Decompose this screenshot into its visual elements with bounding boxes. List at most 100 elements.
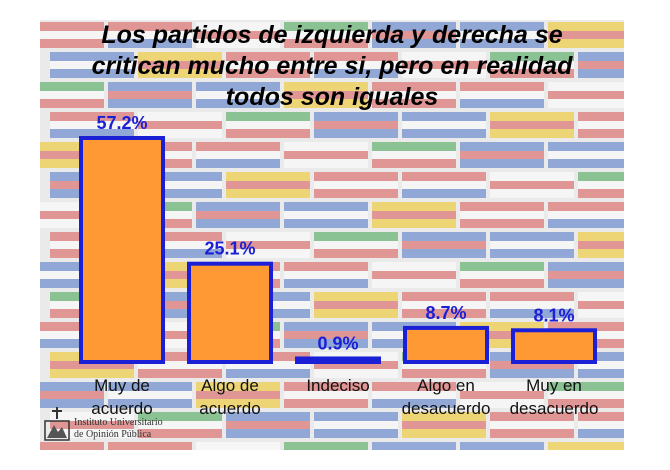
flag-tile [138, 292, 222, 318]
category-label-4-line-2: desacuerdo [402, 399, 491, 418]
flag-tile [138, 232, 222, 258]
flag-tile [108, 22, 192, 48]
value-label-5: 8.1% [533, 305, 574, 325]
bar-5 [511, 328, 597, 365]
flag-tile [50, 52, 134, 78]
flag-tile [40, 322, 104, 348]
flag-tile [460, 442, 544, 450]
category-label-3-line-1: Indeciso [306, 376, 369, 395]
flag-tile [40, 262, 104, 288]
flag-tile [490, 292, 574, 318]
category-label-4-line-1: Algo en [417, 376, 475, 395]
flag-tile [108, 442, 192, 450]
flag-tile [196, 82, 280, 108]
value-label-2: 25.1% [204, 239, 255, 259]
flag-tile [284, 202, 368, 228]
flag-tile [108, 382, 192, 408]
flag-tile [372, 442, 456, 450]
category-label-2-line-1: Algo de [201, 376, 259, 395]
flag-tile [138, 112, 222, 138]
flag-tile [226, 412, 310, 438]
flag-tile [548, 142, 624, 168]
institute-emblem-icon [44, 407, 70, 441]
title-line-1: Los partidos de izquierda y derecha se [101, 21, 563, 49]
flag-tile [196, 442, 280, 450]
bar-1 [79, 136, 165, 364]
flag-tile [578, 52, 624, 78]
bar-2 [187, 261, 273, 365]
flag-tile [578, 292, 624, 318]
flag-tile [138, 352, 222, 378]
flag-tile [578, 112, 624, 138]
value-label-1: 57.2% [96, 113, 147, 133]
title-line-2: critican mucho entre si, pero en realida… [91, 52, 573, 80]
flag-tile [372, 382, 456, 408]
flag-tile [460, 382, 544, 408]
flag-tile [402, 412, 486, 438]
flag-tile [372, 142, 456, 168]
flag-tile [40, 22, 104, 48]
flag-tile [460, 202, 544, 228]
flag-tile [226, 112, 310, 138]
flag-tile [548, 202, 624, 228]
flag-tile [196, 142, 280, 168]
value-label-4: 8.7% [425, 303, 466, 323]
flag-tile [372, 202, 456, 228]
flag-tile [372, 262, 456, 288]
flag-tile [196, 202, 280, 228]
flag-tile [284, 382, 368, 408]
flag-tile [578, 352, 624, 378]
flag-tile [314, 172, 398, 198]
category-label-2-line-2: acuerdo [199, 399, 260, 418]
title-line-3: todos son iguales [225, 83, 439, 111]
institute-logo: Instituto Universitario de Opinión Públi… [44, 403, 204, 447]
flag-tile [314, 232, 398, 258]
flag-tile [548, 22, 624, 48]
flag-tile [402, 292, 486, 318]
category-label-1-line-1: Muy de [94, 376, 150, 395]
flag-tile [314, 112, 398, 138]
flag-tile [372, 22, 456, 48]
flag-tile [50, 112, 134, 138]
flag-tile [108, 82, 192, 108]
flag-tile [40, 82, 104, 108]
flag-tile [490, 172, 574, 198]
chart-title: Los partidos de izquierda y derecha se c… [40, 20, 624, 113]
institute-name-line-1: Instituto Universitario [74, 417, 163, 428]
flag-tile [490, 52, 574, 78]
flag-tile [460, 142, 544, 168]
flag-tile [578, 412, 624, 438]
category-label-1-line-2: acuerdo [91, 399, 152, 418]
flag-tile [578, 172, 624, 198]
flag-tile [490, 232, 574, 258]
flag-tile [40, 202, 104, 228]
flag-tile [548, 442, 624, 450]
flag-tile [548, 382, 624, 408]
flag-tile [284, 442, 368, 450]
flag-tile [314, 412, 398, 438]
flag-tile [138, 412, 222, 438]
flag-tile [372, 82, 456, 108]
flag-tile [402, 112, 486, 138]
value-label-3: 0.9% [317, 333, 358, 353]
flag-tile [40, 382, 104, 408]
flag-tile [196, 22, 280, 48]
bar-4 [403, 325, 489, 365]
institute-name: Instituto Universitario de Opinión Públi… [74, 417, 163, 441]
flag-tile [284, 262, 368, 288]
flag-tile [226, 52, 310, 78]
flag-tile [196, 382, 280, 408]
flag-tile [284, 22, 368, 48]
category-label-5-line-1: Muy en [526, 376, 582, 395]
flag-tile [50, 412, 134, 438]
flag-tile [138, 172, 222, 198]
flag-tile [402, 52, 486, 78]
bar-3 [295, 356, 381, 365]
flag-tile [226, 172, 310, 198]
flag-tile [490, 412, 574, 438]
flag-tile [284, 322, 368, 348]
flag-tile [40, 142, 104, 168]
flag-tile [402, 172, 486, 198]
